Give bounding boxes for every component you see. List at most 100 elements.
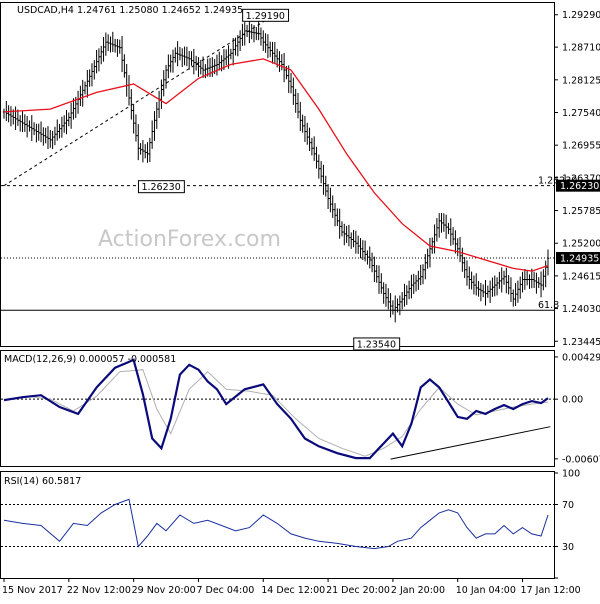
price-axis-label: 1.28125 <box>562 75 600 86</box>
price-bar <box>359 238 362 259</box>
price-bar <box>525 269 529 286</box>
price-axis-label: 1.24030 <box>562 304 600 315</box>
price-bar <box>456 238 459 257</box>
price-bar <box>319 161 323 184</box>
price-bar <box>331 195 334 218</box>
price-bar <box>104 32 108 56</box>
price-bar <box>363 240 367 262</box>
macd-axis-label: -0.006071 <box>562 454 600 465</box>
price-bar <box>86 69 89 98</box>
price-bar <box>9 106 13 127</box>
price-bar <box>308 127 311 152</box>
price-bar <box>292 77 295 105</box>
time-axis-label: 17 Jan 12:00 <box>521 585 581 596</box>
price-bar <box>255 27 258 41</box>
price-bar <box>539 271 543 298</box>
level-label: 61.8 <box>538 300 559 311</box>
price-bar <box>56 119 59 141</box>
price-bar <box>512 289 515 307</box>
price-bar <box>271 41 274 64</box>
price-axis-label: 1.26955 <box>562 141 600 152</box>
price-bar <box>361 240 365 261</box>
price-bar <box>79 85 82 107</box>
price-bar <box>431 237 434 254</box>
price-bar <box>400 292 404 310</box>
price-bar <box>215 54 219 76</box>
price-bar <box>53 126 57 146</box>
price-bar <box>49 130 52 148</box>
price-bar <box>428 237 432 268</box>
price-bar <box>375 265 378 283</box>
price-bar <box>190 51 193 66</box>
price-bar <box>194 55 198 71</box>
price-bar <box>93 60 96 80</box>
price-bar <box>150 120 154 149</box>
price-bar <box>197 57 200 77</box>
price-bar <box>69 102 73 129</box>
price-bar <box>153 111 156 141</box>
price-bar <box>521 271 524 293</box>
time-axis-label: 7 Dec 04:00 <box>196 585 254 596</box>
price-bar <box>412 273 415 294</box>
price-bar <box>62 115 66 133</box>
price-bar <box>181 48 184 68</box>
price-bar <box>440 213 443 233</box>
price-bar <box>51 130 54 150</box>
price-bar <box>505 267 508 294</box>
price-bar <box>111 31 114 52</box>
price-bar <box>414 275 418 292</box>
price-bar <box>273 41 277 64</box>
price-bar <box>373 256 376 283</box>
rsi-axis-label: 70 <box>562 500 574 511</box>
price-bar <box>356 235 360 254</box>
price-bar <box>95 49 98 74</box>
moving-average-line <box>3 58 549 272</box>
axes: 1.29290 1.28710 1.28125 1.27540 1.26955 1.263… <box>2 10 600 596</box>
time-axis-label: 14 Dec 12:00 <box>261 585 325 596</box>
price-bar <box>384 283 388 307</box>
rsi-line <box>3 498 549 550</box>
price-bar <box>132 104 135 134</box>
price-bar <box>444 214 448 239</box>
price-bar <box>116 38 119 57</box>
price-bar <box>269 41 272 58</box>
price-bar <box>229 48 233 60</box>
price-bar <box>410 274 413 299</box>
price-bar <box>338 208 341 239</box>
price-axis-label: 1.29290 <box>562 10 600 21</box>
price-bar <box>451 227 455 245</box>
price-bar <box>102 36 105 62</box>
macd-pane-title: MACD(12,26,9) 0.000057 -0.000581 <box>4 354 176 365</box>
macd-axis-label: 0.004297 <box>562 352 600 363</box>
price-bar <box>46 126 50 149</box>
price-bar <box>530 268 533 289</box>
price-bar <box>183 46 186 66</box>
time-axis-label: 10 Jan 04:00 <box>456 585 516 596</box>
price-bar <box>322 164 325 195</box>
price-bar <box>72 98 75 120</box>
price-bar <box>535 272 538 294</box>
price-bar <box>169 54 172 73</box>
price-bar <box>336 208 339 226</box>
price-bar <box>120 36 124 72</box>
price-bar <box>264 33 267 53</box>
price-bar <box>303 116 307 142</box>
price-bar <box>343 223 346 246</box>
price-bar <box>7 105 10 123</box>
price-bar <box>329 187 332 213</box>
price-bar <box>238 30 242 51</box>
price-bar <box>389 293 392 318</box>
price-bar <box>174 47 177 63</box>
price-bar <box>113 38 117 53</box>
ohlc-readout: 1.24761 1.25080 1.24652 1.24935 <box>77 5 243 16</box>
level-price-tag <box>556 179 600 192</box>
macd-signal-line <box>3 369 549 457</box>
price-bar <box>60 116 64 138</box>
price-bar <box>398 295 402 316</box>
price-bar <box>532 271 536 288</box>
price-bar <box>42 127 45 146</box>
price-bar <box>354 230 358 254</box>
time-axis-label: 21 Dec 20:00 <box>326 585 390 596</box>
price-bar <box>516 280 520 303</box>
price-bar <box>185 46 189 67</box>
